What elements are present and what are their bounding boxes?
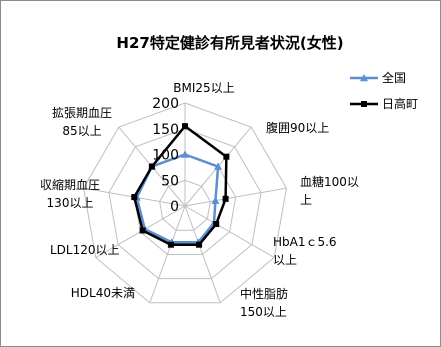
tick-label: 50	[161, 173, 179, 189]
legend-item-0: 全国	[350, 70, 406, 85]
grid-ring-200	[83, 102, 287, 304]
axis-label: 中性脂肪 150以上	[240, 286, 288, 319]
legend-item-1: 日高町	[350, 96, 418, 111]
series-point	[222, 195, 229, 202]
series-point	[214, 162, 223, 170]
axis-label: 拡張期血圧 85以上	[52, 106, 112, 138]
series-1	[131, 123, 230, 248]
legend-label: 全国	[382, 70, 406, 85]
series-point	[167, 241, 174, 248]
spoke-3	[184, 205, 275, 258]
series-point	[223, 153, 230, 160]
spoke-5	[149, 205, 186, 303]
tick-labels: 0 50 100 150 200	[152, 96, 179, 215]
grid-ring-50	[159, 179, 211, 231]
tick-label: 0	[170, 199, 179, 215]
series-point	[139, 227, 146, 234]
series-point	[196, 241, 203, 248]
tick-label: 150	[152, 122, 179, 138]
series-point	[182, 123, 188, 130]
grid-ring-150	[108, 128, 262, 280]
chart-title: H27特定健診有所見者状況(女性)	[116, 34, 343, 52]
series-layer	[131, 123, 230, 248]
tick-label: 100	[152, 148, 179, 164]
series-point	[213, 221, 220, 228]
series-point	[131, 194, 138, 201]
spoke-4	[184, 205, 221, 303]
axis-label: 血糖100以上	[300, 174, 359, 207]
axis-label: 収縮期血圧 130以上	[40, 177, 100, 210]
axis-label: HDL40未満	[71, 286, 135, 300]
series-point	[211, 196, 220, 204]
series-point	[181, 150, 189, 158]
series-line-1	[132, 124, 228, 246]
axis-label: BMI25以上	[173, 81, 234, 95]
spoke-2	[184, 187, 287, 207]
axis-label: HbA1ｃ5.6 以上	[273, 235, 337, 267]
axis-label: LDL120以上	[50, 243, 120, 257]
series-point	[148, 163, 155, 170]
tick-label: 200	[152, 96, 179, 112]
axis-label: 腹囲90以上	[266, 121, 329, 135]
legend-label: 日高町	[382, 96, 418, 111]
